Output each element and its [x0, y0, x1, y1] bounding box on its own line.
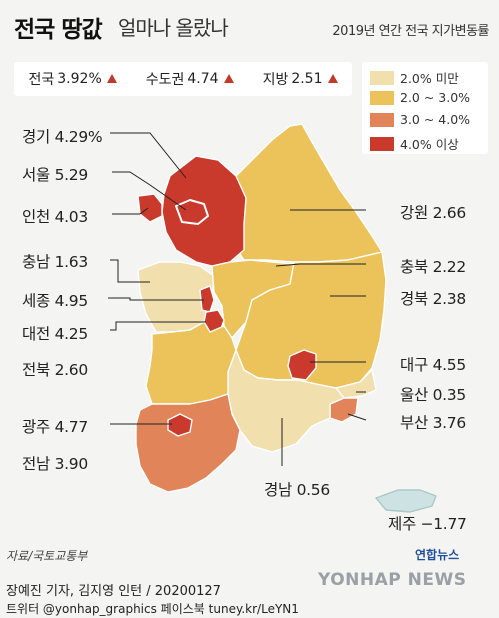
summary-label: 수도권 — [145, 72, 185, 88]
leader-line-chungbuk — [275, 263, 366, 267]
region-incheon — [137, 193, 163, 223]
up-arrow-icon — [223, 73, 234, 83]
leader-line-incheon — [112, 207, 149, 215]
legend-label: 2.0% 미만 — [400, 71, 459, 86]
summary-value: 2.51 — [291, 71, 323, 87]
summary-label: 지방 — [262, 72, 289, 88]
label-ulsan: 울산 0.35 — [400, 386, 466, 404]
region-seoul — [175, 199, 209, 225]
legend-swatch — [370, 136, 394, 151]
footer-social: 트위터 @yonhap_graphics 페이스북 tuney.kr/LeYN1 — [6, 602, 299, 616]
legend-item: 2.0 ~ 3.0% — [370, 90, 470, 105]
label-busan: 부산 3.76 — [400, 414, 466, 432]
subtitle: 2019년 연간 전국 지가변동률 — [332, 24, 489, 39]
region-jeonbuk — [145, 321, 237, 405]
label-gwangju: 광주 4.77 — [22, 418, 88, 436]
leader-line-busan — [347, 413, 367, 421]
title-main: 전국 땅값 — [14, 17, 103, 43]
summary-label: 전국 — [28, 72, 55, 88]
label-gyeongnam: 경남 0.56 — [264, 481, 330, 499]
legend-item: 4.0% 이상 — [370, 134, 459, 153]
legend-item: 2.0% 미만 — [370, 68, 459, 87]
title-sub: 얼마나 올랐나 — [118, 16, 229, 40]
summary-provinces: 지방 2.51 — [263, 69, 338, 89]
leader-line-seoul — [112, 171, 187, 211]
watermark: YONHAP NEWS — [318, 570, 467, 590]
up-arrow-icon — [327, 73, 338, 83]
summary-national: 전국 3.92% — [29, 69, 117, 89]
label-gangwon: 강원 2.66 — [400, 204, 466, 222]
region-jeju — [375, 489, 437, 513]
legend: 2.0% 미만 2.0 ~ 3.0% 3.0 ~ 4.0% 4.0% 이상 — [362, 62, 488, 154]
summary-box: 전국 3.92% 수도권 4.74 지방 2.51 — [14, 62, 352, 96]
legend-swatch — [370, 90, 394, 105]
region-sejong — [199, 285, 215, 313]
label-daejeon: 대전 4.25 — [22, 325, 88, 343]
leader-line-sejong — [108, 297, 204, 301]
label-gyeongbuk: 경북 2.38 — [400, 290, 466, 308]
legend-item: 3.0 ~ 4.0% — [370, 112, 470, 127]
label-sejong: 세종 4.95 — [22, 292, 88, 310]
legend-label: 3.0 ~ 4.0% — [400, 112, 471, 127]
label-daegu: 대구 4.55 — [400, 356, 466, 374]
legend-label: 2.0 ~ 3.0% — [400, 90, 471, 105]
region-daegu — [287, 349, 317, 381]
leader-line-daejeon — [110, 321, 206, 331]
label-seoul: 서울 5.29 — [22, 166, 88, 184]
region-jeonnam — [135, 393, 241, 493]
label-jeju: 제주 −1.77 — [388, 515, 467, 533]
legend-swatch — [370, 70, 394, 85]
summary-capital: 수도권 4.74 — [146, 69, 234, 89]
summary-value: 3.92% — [57, 71, 102, 87]
label-incheon: 인천 4.03 — [22, 208, 88, 226]
footer-credit: 장예진 기자, 김지영 인턴 / 20200127 — [6, 584, 221, 599]
yonhap-logo: 연합뉴스 — [415, 548, 460, 562]
summary-value: 4.74 — [187, 71, 219, 87]
legend-label: 4.0% 이상 — [400, 137, 459, 152]
label-chungbuk: 충북 2.22 — [400, 258, 466, 276]
source-note: 자료/국토교통부 — [6, 549, 88, 563]
leader-line-gyeonggi — [110, 132, 187, 179]
up-arrow-icon — [106, 73, 117, 83]
label-jeonnam: 전남 3.90 — [22, 455, 88, 473]
label-chungnam: 충남 1.63 — [22, 253, 88, 271]
leader-line-chungnam — [110, 259, 150, 283]
region-gwangju — [167, 413, 193, 437]
label-jeonbuk: 전북 2.60 — [22, 361, 88, 379]
legend-swatch — [370, 112, 394, 127]
label-gyeonggi: 경기 4.29% — [22, 128, 103, 146]
